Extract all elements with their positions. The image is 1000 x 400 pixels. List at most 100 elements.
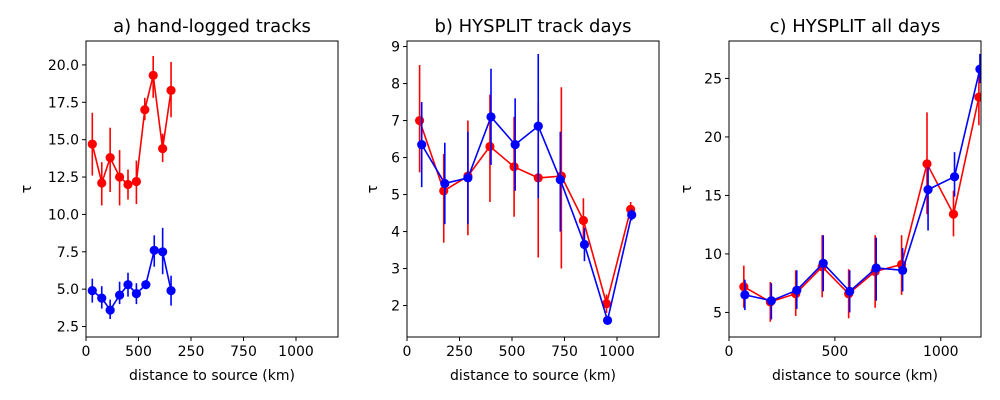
y-tick-label: 4: [391, 225, 400, 241]
y-axis-label: τ: [19, 185, 35, 193]
x-axis-label: distance to source (km): [129, 368, 295, 384]
data-point: [123, 280, 133, 290]
y-tick-label: 6: [391, 151, 400, 167]
data-point: [87, 139, 97, 149]
x-tick-label: 0: [725, 344, 734, 360]
data-point: [579, 239, 590, 250]
x-tick-label: 500: [499, 344, 526, 360]
y-tick-label: 15: [704, 188, 722, 204]
data-point: [415, 115, 425, 126]
data-point: [898, 265, 908, 275]
y-tick-label: 5: [391, 188, 400, 204]
chart-title: b) HYSPLIT track days: [434, 16, 631, 37]
data-point: [555, 175, 565, 185]
x-tick-label: 750: [551, 344, 578, 360]
data-point: [140, 105, 150, 115]
data-point: [627, 210, 637, 220]
y-tick-label: 2.5: [57, 320, 79, 336]
axes-frame: [85, 40, 339, 338]
y-tick-label: 7: [391, 114, 400, 130]
data-point: [166, 85, 176, 95]
data-point: [922, 159, 932, 169]
data-point: [97, 178, 107, 188]
y-axis-label: τ: [365, 185, 381, 193]
x-tick-label: 250: [178, 344, 205, 360]
data-point: [87, 286, 97, 296]
data-point: [509, 162, 519, 172]
y-tick-label: 5.0: [57, 282, 79, 298]
y-tick-label: 7.5: [57, 245, 79, 261]
plot-area: [415, 53, 637, 325]
data-point: [975, 64, 981, 74]
axes-frame: [406, 40, 660, 338]
x-tick-label: 1000: [599, 344, 635, 360]
data-point: [131, 176, 141, 187]
data-point: [158, 144, 168, 154]
data-point: [97, 293, 107, 303]
x-tick-label: 250: [446, 344, 473, 360]
plot-area: [739, 53, 981, 322]
data-point: [105, 153, 115, 163]
series-blue: [417, 53, 637, 325]
x-tick-label: 500: [822, 344, 849, 360]
x-tick-label: 750: [230, 344, 257, 360]
series-blue: [87, 227, 176, 320]
y-tick-label: 3: [391, 262, 400, 278]
data-point: [974, 92, 981, 102]
data-point: [115, 172, 125, 182]
y-tick-label: 10.0: [48, 207, 79, 223]
y-tick-label: 10: [704, 247, 722, 263]
series-blue: [740, 53, 981, 320]
data-point: [871, 263, 881, 273]
y-tick-label: 25: [704, 71, 722, 87]
x-axis-label: distance to source (km): [772, 368, 938, 384]
chart-title: c) HYSPLIT all days: [770, 16, 941, 37]
y-tick-label: 20: [704, 130, 722, 146]
data-point: [115, 290, 125, 300]
data-point: [766, 296, 776, 306]
data-point: [485, 141, 495, 152]
series-red: [87, 55, 176, 206]
data-point: [131, 289, 141, 299]
data-point: [440, 178, 450, 189]
x-tick-label: 500: [125, 344, 152, 360]
data-point: [123, 179, 133, 190]
data-point: [463, 173, 473, 183]
y-tick-label: 20.0: [48, 58, 79, 74]
series-line: [743, 97, 980, 303]
y-tick-label: 17.5: [48, 95, 79, 111]
y-tick-label: 8: [391, 77, 400, 93]
panel-3: c) HYSPLIT all days 0 500 1000 5 10 15 20 25 dist…: [679, 16, 982, 384]
y-tick-label: 5: [713, 305, 722, 321]
data-point: [948, 209, 959, 219]
x-tick-label: 1000: [923, 344, 959, 360]
x-tick-label: 0: [82, 344, 91, 360]
series-red: [739, 69, 981, 322]
x-axis-label: distance to source (km): [450, 368, 616, 384]
data-point: [818, 258, 828, 268]
data-point: [602, 315, 613, 325]
y-tick-label: 9: [391, 40, 400, 56]
data-point: [148, 70, 158, 80]
data-point: [739, 282, 749, 292]
data-point: [158, 247, 168, 257]
data-point: [792, 285, 802, 295]
series-line: [91, 75, 172, 186]
data-point: [740, 290, 750, 300]
y-tick-label: 2: [391, 299, 400, 315]
data-point: [141, 280, 151, 290]
data-point: [105, 305, 115, 315]
x-tick-label: 1000: [278, 344, 314, 360]
series-line: [421, 115, 633, 324]
data-point: [439, 186, 449, 196]
data-point: [601, 299, 612, 309]
axes-frame: [728, 40, 982, 338]
plot-area: [87, 55, 176, 320]
y-tick-label: 12.5: [48, 170, 79, 186]
data-point: [533, 121, 543, 131]
panel-2: b) HYSPLIT track days 0 250 500 750 1000 2 3 4 5 6…: [365, 16, 660, 384]
series-red: [415, 65, 636, 313]
data-point: [510, 140, 520, 150]
series-line: [744, 68, 981, 302]
